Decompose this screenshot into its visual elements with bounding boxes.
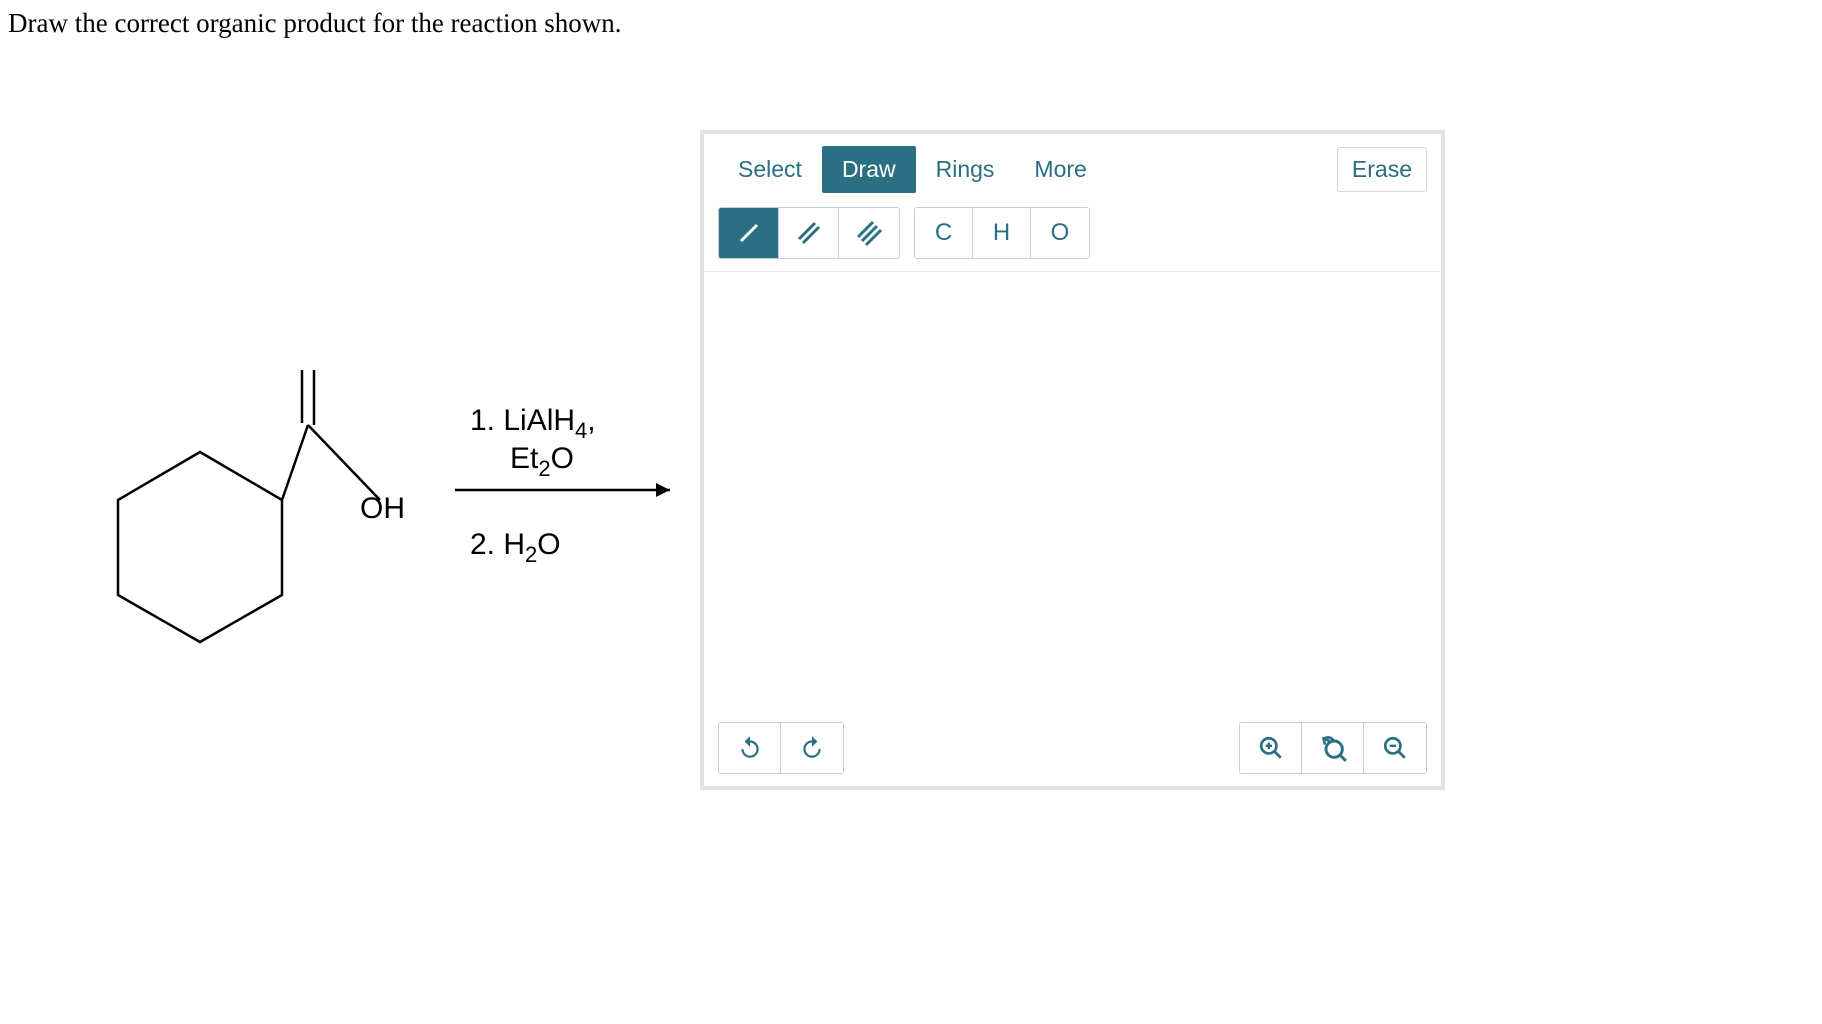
undo-icon bbox=[737, 735, 763, 761]
reagent-1: 1. LiAlH4, bbox=[470, 404, 596, 443]
zoom-reset-button[interactable] bbox=[1302, 723, 1364, 773]
zoom-reset-icon bbox=[1319, 734, 1347, 762]
reaction-diagram: O OH 1. LiAlH4, Et2O 2. H2O bbox=[50, 370, 690, 720]
redo-icon bbox=[799, 735, 825, 761]
bottom-toolbar bbox=[718, 722, 1427, 774]
question-prompt: Draw the correct organic product for the… bbox=[8, 8, 622, 39]
tab-rings[interactable]: Rings bbox=[916, 146, 1015, 193]
zoom-buttons bbox=[1239, 722, 1427, 774]
redo-button[interactable] bbox=[781, 723, 843, 773]
draw-tools: C H O bbox=[704, 199, 1441, 272]
bond-buttons bbox=[718, 207, 900, 259]
single-bond-button[interactable] bbox=[719, 208, 779, 258]
history-buttons bbox=[718, 722, 844, 774]
zoom-in-button[interactable] bbox=[1240, 723, 1302, 773]
reaction-svg: O OH 1. LiAlH4, Et2O 2. H2O bbox=[50, 370, 690, 720]
reagent-2: Et2O bbox=[510, 442, 574, 481]
reagent-3: 2. H2O bbox=[470, 528, 561, 567]
atom-buttons: C H O bbox=[914, 207, 1090, 259]
tab-more[interactable]: More bbox=[1014, 146, 1106, 193]
double-bond-button[interactable] bbox=[779, 208, 839, 258]
oh-label: OH bbox=[360, 492, 405, 525]
erase-button[interactable]: Erase bbox=[1337, 147, 1427, 192]
atom-o-button[interactable]: O bbox=[1031, 208, 1089, 258]
zoom-out-button[interactable] bbox=[1364, 723, 1426, 773]
structure-sketcher: Select Draw Rings More Erase C H O bbox=[700, 130, 1445, 790]
tab-draw[interactable]: Draw bbox=[822, 146, 916, 193]
zoom-in-icon bbox=[1258, 735, 1284, 761]
zoom-out-icon bbox=[1382, 735, 1408, 761]
tool-tabs: Select Draw Rings More Erase bbox=[704, 134, 1441, 199]
tab-select[interactable]: Select bbox=[718, 146, 822, 193]
atom-h-button[interactable]: H bbox=[973, 208, 1031, 258]
undo-button[interactable] bbox=[719, 723, 781, 773]
triple-bond-button[interactable] bbox=[839, 208, 899, 258]
atom-c-button[interactable]: C bbox=[915, 208, 973, 258]
